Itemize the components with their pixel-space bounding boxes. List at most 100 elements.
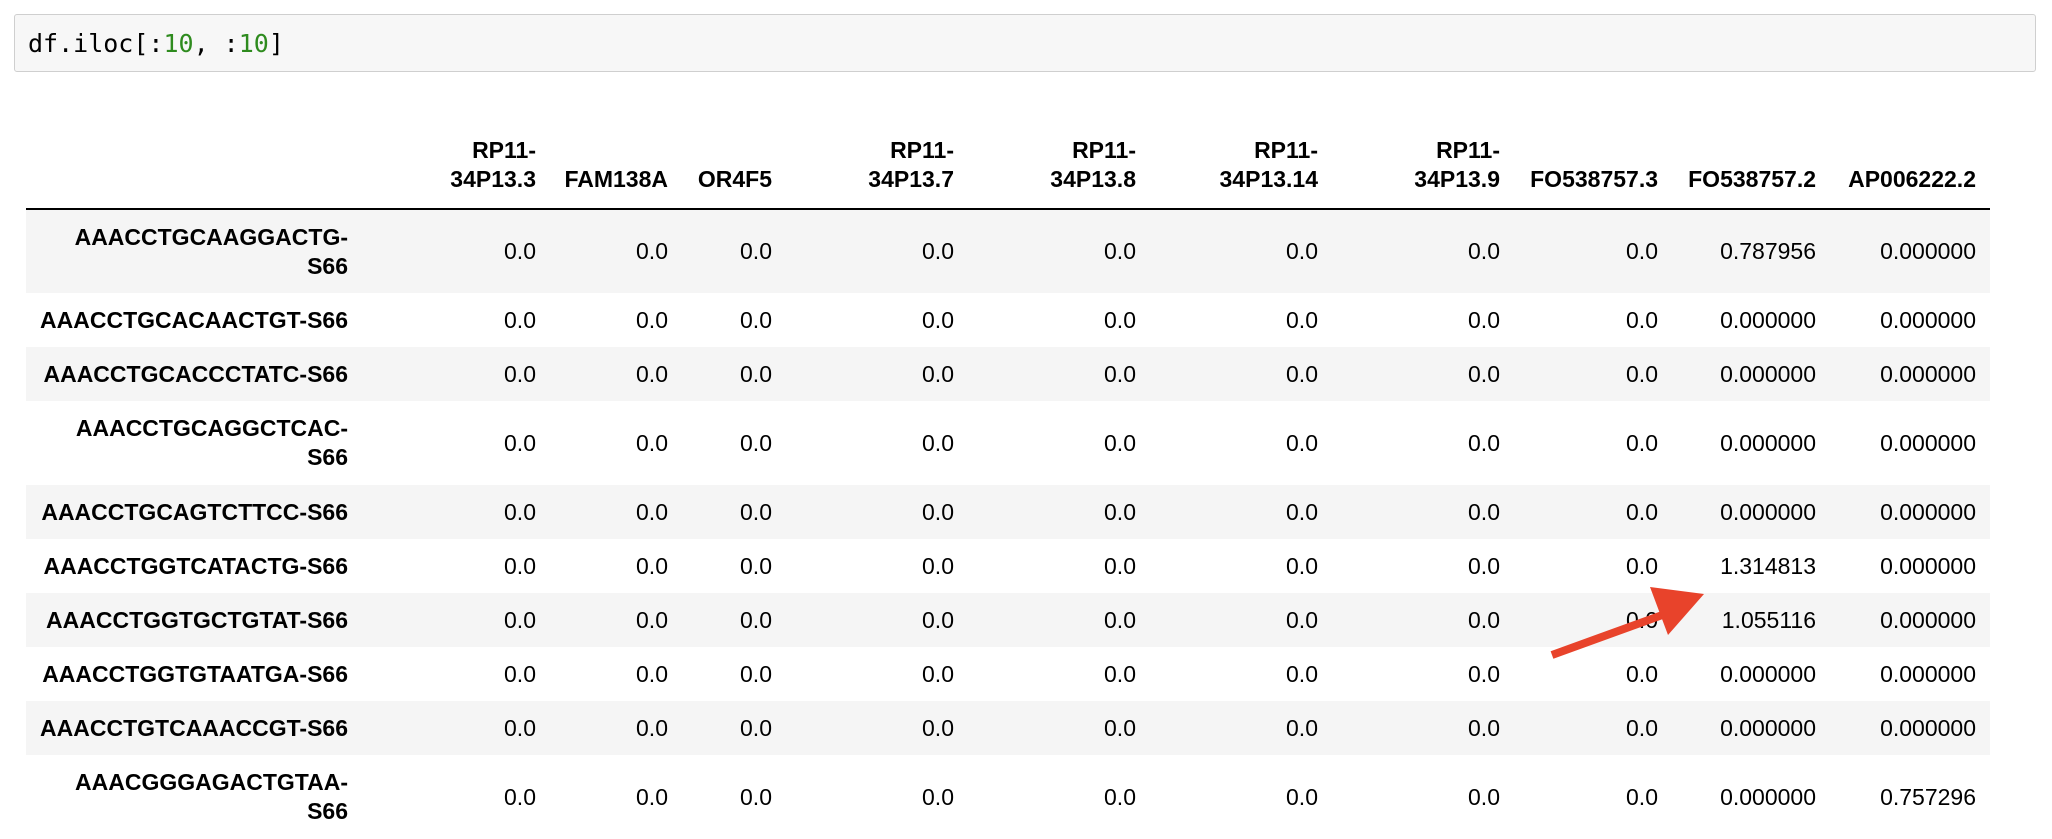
column-header: FAM138A [550, 112, 682, 210]
row-index-line1: AAACCTGCACCCTATC-S66 [43, 360, 348, 387]
table-cell: 0.0 [740, 714, 772, 741]
table-cell: 0.0 [1286, 552, 1318, 579]
table-cell: 0.0 [740, 306, 772, 333]
table-cell: 0.0 [740, 360, 772, 387]
table-cell: 0.757296 [1880, 783, 1976, 810]
table-cell: 0.0 [1468, 360, 1500, 387]
table-row: AAACCTGGTGTAATGA-S66 0.0 0.0 0.0 0.0 0.0 0.0 0.… [26, 647, 1990, 701]
table-cell: 0.0 [1104, 552, 1136, 579]
column-header: RP11- 34P13.8 [968, 112, 1150, 210]
row-index-line1: AAACCTGCAGTCTTCC-S66 [41, 498, 348, 525]
row-index-line2: S66 [307, 252, 348, 279]
table-cell: 0.0 [922, 606, 954, 633]
column-header-line1: RP11- [472, 137, 536, 163]
table-cell: 0.0 [1104, 714, 1136, 741]
table-cell: 0.0 [1468, 429, 1500, 456]
column-header: RP11- 34P13.14 [1150, 112, 1332, 210]
code-cell[interactable]: df.iloc[:10, :10] [14, 14, 2036, 72]
cell-output: RP11- 34P13.3 FAM138A OR4F5 RP11- 34P13.7 RP11… [26, 112, 1990, 839]
table-cell: 0.0 [1626, 360, 1658, 387]
table-cell: 0.0 [1626, 660, 1658, 687]
table-cell: 0.0 [504, 552, 536, 579]
table-cell: 0.0 [1468, 238, 1500, 264]
table-cell: 0.0 [636, 783, 668, 810]
table-cell: 0.0 [636, 429, 668, 456]
table-cell: 0.0 [1286, 429, 1318, 456]
code-text: df.iloc[:10, :10] [28, 29, 284, 58]
table-cell: 0.0 [1626, 783, 1658, 810]
table-cell: 1.314813 [1720, 552, 1816, 579]
table-cell: 0.0 [922, 552, 954, 579]
code-prefix: df.iloc[: [28, 29, 164, 58]
table-cell: 0.000000 [1880, 360, 1976, 387]
table-cell: 0.0 [636, 606, 668, 633]
table-cell: 0.0 [1468, 714, 1500, 741]
table-cell: 0.000000 [1720, 498, 1816, 525]
table-cell: 0.0 [504, 429, 536, 456]
column-header: AP006222.2 [1830, 112, 1990, 210]
table-cell: 0.0 [1286, 714, 1318, 741]
table-cell: 0.0 [740, 238, 772, 264]
table-cell: 0.000000 [1880, 552, 1976, 579]
table-cell: 0.0 [1104, 429, 1136, 456]
row-index: AAACCTGCAAGGACTG- S66 [26, 209, 362, 293]
row-index: AAACCTGCAGTCTTCC-S66 [26, 485, 362, 539]
table-cell: 1.055116 [1721, 606, 1816, 633]
table-cell: 0.0 [636, 714, 668, 741]
table-cell: 0.000000 [1720, 660, 1816, 687]
table-cell: 0.0 [740, 552, 772, 579]
column-header-line1: RP11- [1254, 137, 1318, 163]
table-cell: 0.0 [504, 606, 536, 633]
row-index: AAACGGGAGACTGTAA- S66 [26, 755, 362, 839]
table-row: AAACGGGAGACTGTAA- S66 0.0 0.0 0.0 0.0 0.0 0.0 0.… [26, 755, 1990, 839]
table-cell: 0.0 [1468, 660, 1500, 687]
row-index: AAACCTGCACCCTATC-S66 [26, 347, 362, 401]
table-cell: 0.0 [1286, 606, 1318, 633]
index-header [26, 112, 362, 210]
table-cell: 0.0 [740, 429, 772, 456]
table-cell: 0.0 [1626, 552, 1658, 579]
table-cell: 0.0 [504, 783, 536, 810]
table-cell: 0.0 [1104, 660, 1136, 687]
table-row: AAACCTGCAAGGACTG- S66 0.0 0.0 0.0 0.0 0.0 0.0 0.… [26, 209, 1990, 293]
row-index: AAACCTGTCAAACCGT-S66 [26, 701, 362, 755]
table-cell: 0.0 [1104, 360, 1136, 387]
row-index: AAACCTGCAGGCTCAC- S66 [26, 401, 362, 485]
table-cell: 0.0 [922, 238, 954, 264]
table-cell: 0.0 [922, 783, 954, 810]
table-cell: 0.0 [636, 306, 668, 333]
table-cell: 0.787956 [1720, 238, 1816, 264]
table-cell: 0.0 [1104, 238, 1136, 264]
table-cell: 0.0 [922, 360, 954, 387]
table-cell: 0.000000 [1880, 306, 1976, 333]
table-cell: 0.0 [1468, 552, 1500, 579]
table-cell: 0.0 [922, 306, 954, 333]
table-row: AAACCTGCACCCTATC-S66 0.0 0.0 0.0 0.0 0.0 0.0 0.… [26, 347, 1990, 401]
table-row: AAACCTGCACAACTGT-S66 0.0 0.0 0.0 0.0 0.0 0.0 0.… [26, 293, 1990, 347]
code-number-2: 10 [238, 29, 269, 58]
table-cell: 0.000000 [1720, 429, 1816, 456]
table-cell: 0.0 [740, 783, 772, 810]
column-header-line2: 34P13.14 [1219, 166, 1318, 192]
table-cell: 0.0 [504, 660, 536, 687]
column-header: FO538757.3 [1514, 112, 1672, 210]
table-cell: 0.000000 [1880, 498, 1976, 525]
table-cell: 0.0 [922, 498, 954, 525]
table-cell: 0.0 [504, 360, 536, 387]
code-suffix: ] [268, 29, 284, 58]
column-header-line1: FO538757.2 [1688, 166, 1816, 192]
table-cell: 0.000000 [1880, 714, 1976, 741]
table-cell: 0.0 [740, 606, 772, 633]
table-cell: 0.0 [1104, 783, 1136, 810]
dataframe-table: RP11- 34P13.3 FAM138A OR4F5 RP11- 34P13.7 RP11… [26, 112, 1990, 839]
row-index-line1: AAACCTGGTCATACTG-S66 [43, 552, 348, 579]
table-cell: 0.000000 [1720, 783, 1816, 810]
table-cell: 0.0 [1286, 306, 1318, 333]
table-cell: 0.0 [1468, 498, 1500, 525]
table-cell: 0.000000 [1880, 429, 1976, 456]
table-cell: 0.0 [1286, 238, 1318, 264]
column-header-line1: FAM138A [564, 166, 668, 192]
table-cell: 0.0 [504, 498, 536, 525]
table-cell: 0.0 [922, 429, 954, 456]
column-header: RP11- 34P13.3 [362, 112, 550, 210]
